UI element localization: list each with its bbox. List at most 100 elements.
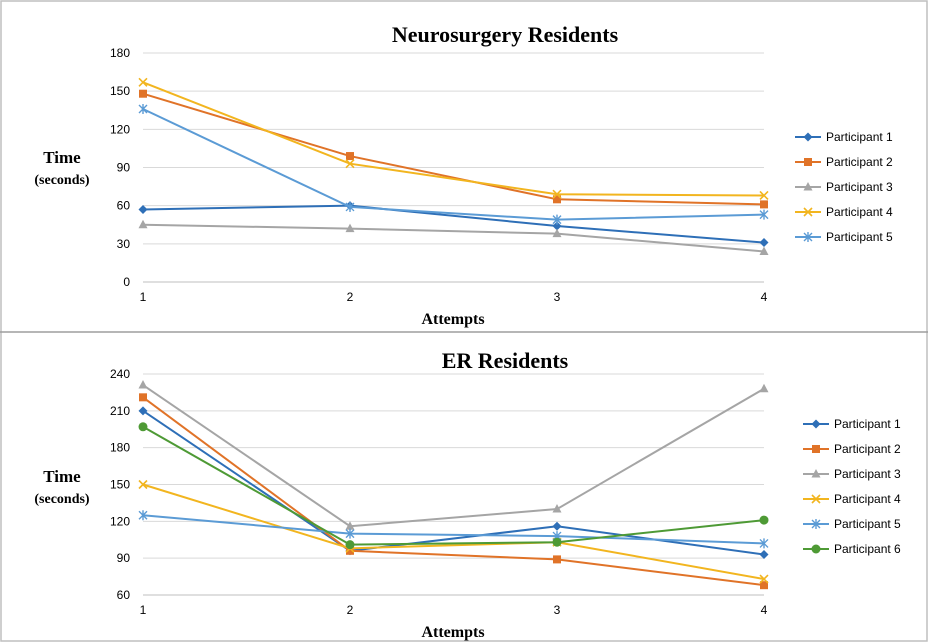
data-point [138, 103, 148, 114]
legend-label: Participant 6 [834, 542, 901, 556]
legend-item-participant-2: Participant 2 [795, 155, 893, 169]
data-point [552, 228, 562, 238]
y-tick-label: 90 [117, 161, 131, 175]
legend-item-participant-4: Participant 4 [803, 492, 901, 506]
x-axis-label: Attempts [421, 624, 484, 641]
series-line [142, 223, 765, 253]
y-tick-label: 150 [110, 478, 130, 492]
legend-label: Participant 1 [834, 417, 901, 431]
data-point [345, 528, 355, 539]
panel-neurosurgery: Neurosurgery Residents Time (seconds) 0 3… [34, 22, 893, 328]
y-axis-label: Time [43, 467, 81, 486]
y-tick-label: 210 [110, 404, 130, 418]
legend-swatch-marker [803, 132, 813, 142]
gridlines [143, 52, 764, 283]
y-axis-unit: (seconds) [34, 492, 90, 507]
legend-swatch-marker [803, 207, 813, 217]
data-point [552, 221, 562, 231]
legend-label: Participant 2 [834, 442, 901, 456]
legend-label: Participant 1 [826, 130, 893, 144]
y-axis-label: Time [43, 148, 81, 167]
data-point [552, 504, 562, 513]
y-tick-label: 60 [117, 199, 131, 213]
series-line [142, 514, 765, 545]
x-axis-label: Attempts [421, 311, 484, 328]
series-participant-6 [138, 422, 769, 550]
data-point [346, 546, 354, 555]
legend-swatch-marker [811, 519, 821, 529]
legend-swatch-marker [803, 232, 813, 242]
series-participant-1 [138, 406, 769, 559]
x-tick-label: 4 [761, 603, 768, 617]
y-tick-label: 120 [110, 514, 130, 528]
legend-swatch-marker [811, 419, 821, 429]
legend-item-participant-3: Participant 3 [795, 180, 893, 194]
y-tick-label: 60 [117, 588, 131, 602]
series-participant-4 [138, 479, 769, 584]
data-point [346, 152, 354, 161]
series-line [142, 425, 765, 546]
x-tick-label: 1 [140, 603, 147, 617]
data-point [138, 422, 148, 432]
legend-item-participant-1: Participant 1 [795, 130, 893, 144]
data-point [138, 510, 148, 521]
legend-label: Participant 4 [826, 205, 893, 219]
data-point [759, 383, 769, 393]
legend-swatch-marker [811, 469, 821, 478]
series-line [142, 108, 765, 221]
y-axis-title: Time (seconds) [34, 467, 90, 507]
y-tick-label: 150 [110, 84, 130, 98]
x-tick-label: 2 [347, 290, 354, 304]
legend: Participant 1 Participant 2 Participant 3 P… [795, 130, 893, 244]
data-point [138, 380, 148, 389]
y-tick-label: 240 [110, 367, 130, 381]
data-point [759, 190, 769, 201]
tick-labels: 60 90 120 150 180 210 240 1 2 3 4 [110, 367, 768, 617]
data-point [553, 195, 561, 204]
series-line [142, 384, 765, 528]
series-line [142, 483, 765, 581]
y-tick-label: 90 [117, 551, 131, 565]
x-tick-label: 4 [761, 290, 768, 304]
series-line [142, 81, 765, 197]
legend-swatch-marker [804, 158, 812, 166]
y-tick-label: 30 [117, 237, 131, 251]
data-point [760, 200, 768, 209]
data-point [552, 189, 562, 199]
series-participant-3 [138, 219, 769, 255]
data-point [759, 209, 769, 220]
data-point [139, 89, 147, 98]
x-tick-label: 1 [140, 290, 147, 304]
series-line [142, 92, 765, 206]
data-point [138, 219, 148, 229]
chart-title: ER Residents [442, 348, 569, 373]
gridlines [143, 373, 764, 596]
tick-labels: 0 30 60 90 120 150 180 1 2 3 4 [110, 46, 768, 304]
series-participant-1 [138, 201, 769, 248]
legend-item-participant-1: Participant 1 [803, 417, 901, 431]
data-point [345, 159, 355, 169]
legend-label: Participant 3 [826, 180, 893, 194]
data-point [345, 223, 355, 233]
legend-item-participant-3: Participant 3 [803, 467, 901, 481]
series-participant-5 [138, 103, 769, 225]
chart-title: Neurosurgery Residents [392, 22, 619, 47]
data-point [138, 406, 148, 416]
series-participant-4 [138, 77, 769, 201]
panel-er: ER Residents Time (seconds) 60 90 120 150 18… [34, 348, 901, 641]
series-lines [138, 77, 769, 255]
legend-label: Participant 3 [834, 467, 901, 481]
y-axis-unit: (seconds) [34, 173, 90, 188]
data-point [138, 479, 148, 490]
legend-swatch-marker [811, 544, 821, 554]
series-participant-2 [139, 89, 768, 209]
data-point [759, 246, 769, 255]
legend-item-participant-5: Participant 5 [803, 517, 901, 531]
data-point [138, 204, 148, 214]
legend-item-participant-2: Participant 2 [803, 442, 901, 456]
legend-item-participant-4: Participant 4 [795, 205, 893, 219]
y-tick-label: 120 [110, 122, 130, 136]
series-lines [138, 380, 769, 590]
legend-swatch-marker [811, 494, 821, 504]
